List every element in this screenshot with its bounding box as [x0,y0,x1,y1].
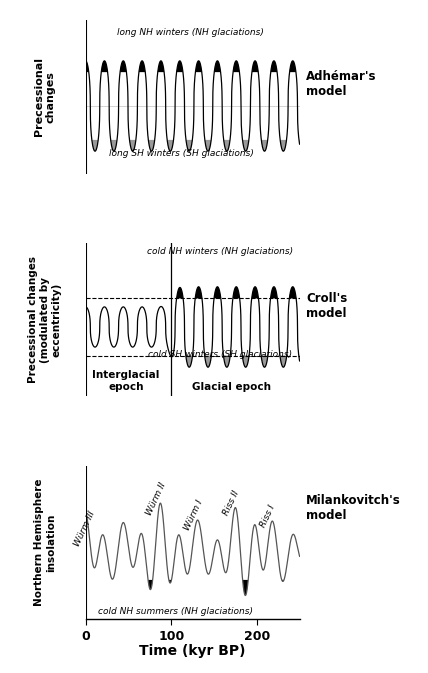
Text: Würm III: Würm III [73,510,97,548]
Text: Würm I: Würm I [183,499,205,532]
Text: Glacial epoch: Glacial epoch [192,382,271,392]
Text: long SH winters (SH glaciations): long SH winters (SH glaciations) [110,149,254,158]
Text: Riss II: Riss II [222,489,241,517]
Text: Adhémar's
model: Adhémar's model [306,70,377,98]
Text: Riss I: Riss I [259,504,277,529]
Text: Time (kyr BP): Time (kyr BP) [140,644,246,658]
Text: cold NH summers (NH glaciations): cold NH summers (NH glaciations) [98,607,253,616]
Text: Precessional
changes: Precessional changes [34,57,56,137]
Text: cold NH winters (NH glaciations): cold NH winters (NH glaciations) [147,248,294,256]
Text: long NH winters (NH glaciations): long NH winters (NH glaciations) [117,28,264,37]
Text: cold SH winters (SH glaciations): cold SH winters (SH glaciations) [149,351,292,359]
Text: Milankovitch's
model: Milankovitch's model [306,494,401,522]
Text: Würm II: Würm II [145,481,168,516]
Text: Interglacial
epoch: Interglacial epoch [92,370,160,392]
Text: Croll's
model: Croll's model [306,292,347,320]
Text: Precessional changes
(modulated by
eccentricity): Precessional changes (modulated by eccen… [28,256,62,383]
Text: Northern Hemisphere
insolation: Northern Hemisphere insolation [34,479,56,606]
